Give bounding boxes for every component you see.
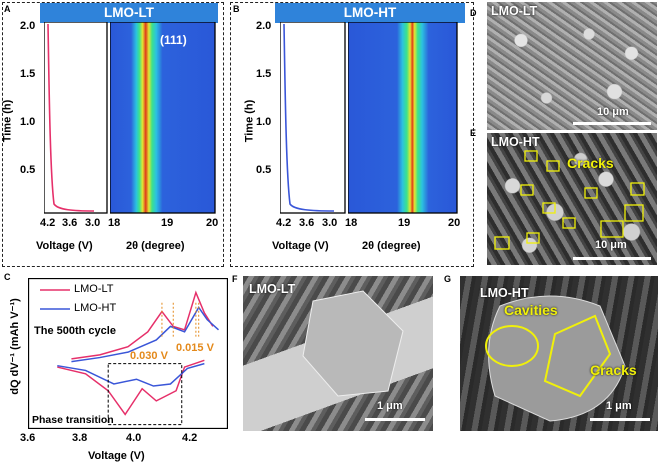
panel-a-vtick-2: 3.6 xyxy=(62,217,78,229)
legend-lmo-lt: LMO-LT xyxy=(74,283,114,295)
panel-f-crystal xyxy=(302,290,404,397)
panel-g-cavities-label: Cavities xyxy=(504,302,558,318)
panel-f-label: LMO-LT xyxy=(249,282,296,296)
panel-g-scale-bar xyxy=(590,418,650,421)
panel-e-crack-boxes xyxy=(494,150,645,250)
panel-a-ylabel: Time (h) xyxy=(1,99,14,143)
chart-ylabel: dQ dV⁻¹ (mAh V⁻¹) xyxy=(8,298,21,395)
panel-g-scale-label: 1 μm xyxy=(606,400,632,412)
panel-e-label: LMO-HT xyxy=(491,135,540,149)
panel-d-label: LMO-LT xyxy=(491,4,538,18)
panel-d-sem-image: LMO-LT 10 μm xyxy=(487,2,657,130)
panel-a-xlabel-voltage: Voltage (V) xyxy=(36,240,93,252)
panel-e-scale-bar xyxy=(573,257,651,260)
chart-title: The 500th cycle xyxy=(34,325,116,337)
panel-b-ttick-3: 20 xyxy=(448,217,461,229)
panel-a-ytick-4: 0.5 xyxy=(20,164,36,176)
panel-b-xlabel-voltage: Voltage (V) xyxy=(272,240,329,252)
panel-b-xrd-heatmap xyxy=(348,22,458,214)
panel-b-vtick-2: 3.6 xyxy=(299,217,315,229)
panel-b-ttick-1: 18 xyxy=(345,217,358,229)
panel-a-ttick-1: 18 xyxy=(108,217,121,229)
panel-b-ytick-2: 1.5 xyxy=(256,68,272,80)
panel-d-scale-bar xyxy=(573,122,651,125)
panel-e-cracks-label: Cracks xyxy=(567,155,614,171)
panel-c-letter: C xyxy=(4,272,11,282)
legend-lmo-ht: LMO-HT xyxy=(74,302,117,314)
panel-b-ylabel: Time (h) xyxy=(243,99,256,143)
series-lmo-ht-charge xyxy=(71,306,220,363)
panel-a-peak-label: (111) xyxy=(160,33,187,47)
panel-a-frame xyxy=(2,2,224,267)
panel-b-ytick-3: 1.0 xyxy=(256,116,272,128)
panel-a-banner: LMO-LT xyxy=(40,3,218,23)
panel-b-ytick-4: 0.5 xyxy=(256,164,272,176)
chart-xtick-3: 4.0 xyxy=(126,432,142,444)
annotation-phase-transition: Phase transition xyxy=(32,414,114,426)
panel-b-voltage-plot xyxy=(280,22,346,214)
panel-d-letter: D xyxy=(470,8,477,18)
panel-f-letter: F xyxy=(232,274,238,284)
panel-a-xlabel-2theta: 2θ (degree) xyxy=(126,240,185,252)
chart-xtick-2: 3.8 xyxy=(72,432,88,444)
series-lmo-lt-discharge xyxy=(57,359,205,416)
panel-b-frame xyxy=(230,2,474,267)
panel-d-scale-label: 10 μm xyxy=(597,106,629,118)
panel-a-ytick-1: 2.0 xyxy=(20,20,36,32)
panel-a-vtick-1: 4.2 xyxy=(40,217,56,229)
panel-a-ttick-3: 20 xyxy=(206,217,219,229)
panel-f-sem-image: LMO-LT 1 μm xyxy=(243,276,433,431)
panel-g-cracks-label: Cracks xyxy=(590,362,637,378)
panel-e-letter: E xyxy=(470,128,477,138)
panel-f-scale-label: 1 μm xyxy=(377,400,403,412)
series-lmo-lt-charge xyxy=(71,290,214,360)
phase-transition-box xyxy=(107,363,183,426)
panel-b-ytick-1: 2.0 xyxy=(256,20,272,32)
dqdv-chart xyxy=(28,278,228,429)
panel-a-vtick-3: 3.0 xyxy=(85,217,101,229)
panel-f-scale-bar xyxy=(365,418,425,421)
panel-g-label: LMO-HT xyxy=(480,286,529,300)
panel-e-scale-label: 10 μm xyxy=(595,239,627,251)
panel-a-ttick-2: 19 xyxy=(161,217,174,229)
panel-a-letter: A xyxy=(4,4,11,14)
panel-a-ytick-3: 1.0 xyxy=(20,116,36,128)
panel-a-ytick-2: 1.5 xyxy=(20,68,36,80)
panel-a-xrd-heatmap xyxy=(110,22,216,214)
chart-frame xyxy=(28,278,228,429)
panel-g-letter: G xyxy=(444,274,452,284)
panel-g-sem-image: LMO-HT Cavities Cracks 1 μm xyxy=(460,276,658,431)
panel-b-ttick-2: 19 xyxy=(398,217,411,229)
panel-b-vtick-1: 4.2 xyxy=(276,217,292,229)
chart-xtick-4: 4.2 xyxy=(182,432,198,444)
chart-xlabel: Voltage (V) xyxy=(88,450,145,462)
annotation-0030v: 0.030 V xyxy=(130,350,168,362)
series-lmo-ht-discharge xyxy=(57,362,205,387)
panel-b-vtick-3: 3.0 xyxy=(322,217,338,229)
panel-g-particle xyxy=(485,295,626,422)
panel-a-voltage-plot xyxy=(44,22,108,214)
panel-e-sem-image: LMO-HT Cracks 10 μm xyxy=(487,133,657,265)
panel-b-xlabel-2theta: 2θ (degree) xyxy=(362,240,421,252)
panel-b-letter: B xyxy=(233,4,240,14)
panel-b-banner: LMO-HT xyxy=(275,3,465,23)
annotation-0015v: 0.015 V xyxy=(176,342,214,354)
chart-xtick-1: 3.6 xyxy=(20,432,36,444)
